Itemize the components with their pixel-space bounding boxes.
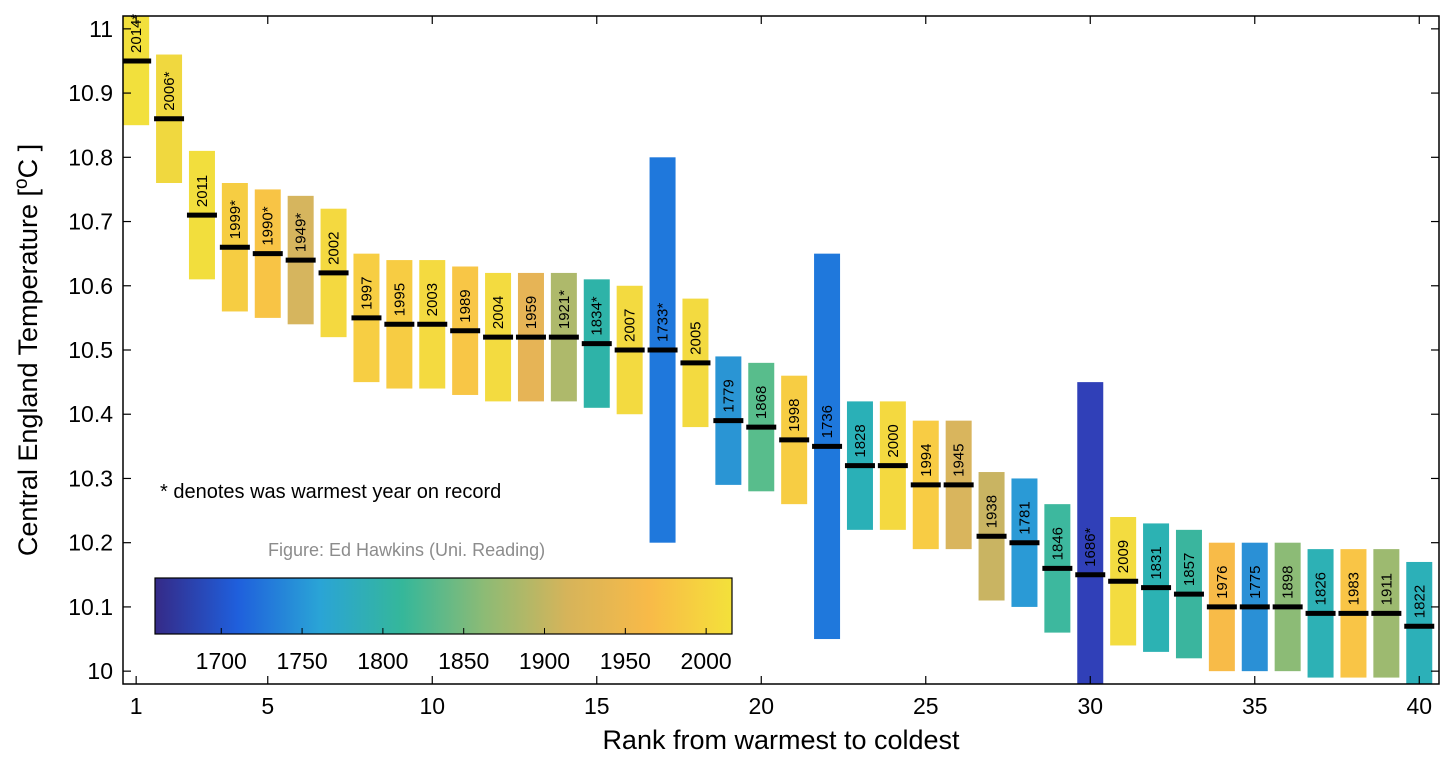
uncertainty-bar [123,16,150,126]
colorbar-tick-label: 1900 [519,648,570,674]
year-label: 2003 [424,283,441,316]
year-label: 1983 [1345,572,1362,605]
bars-layer [123,16,1435,684]
x-tick-label: 5 [261,693,274,719]
year-label: 1990* [260,206,277,245]
year-label: 1831 [1148,546,1165,579]
year-label: 1999* [227,200,244,239]
x-tick-label: 15 [584,693,610,719]
colorbar-tick-label: 1700 [196,648,247,674]
x-axis-label: Rank from warmest to coldest [602,725,960,755]
year-label: 1868 [753,386,770,419]
warmest-record-note: * denotes was warmest year on record [160,481,501,503]
year-label: 1733* [655,303,672,342]
year-label: 2004 [490,296,507,329]
y-tick-label: 10.8 [68,144,113,170]
y-tick-label: 10.5 [68,337,113,363]
y-tick-label: 10.2 [68,530,113,556]
year-label: 1921* [556,290,573,329]
year-label: 1781 [1016,501,1033,534]
colorbar-tick-label: 1850 [438,648,489,674]
year-label: 1997 [358,277,375,310]
year-label: 1775 [1247,566,1264,599]
year-label: 2000 [885,424,902,457]
year-label: 1959 [523,296,540,329]
year-label: 1834* [589,296,606,335]
year-label: 1822 [1411,585,1428,618]
y-tick-label: 10 [87,658,113,684]
year-label: 1826 [1313,572,1330,605]
y-tick-label: 10.1 [68,594,113,620]
year-label: 1995 [391,283,408,316]
year-label: 2011 [194,175,211,207]
figure-credit: Figure: Ed Hawkins (Uni. Reading) [268,540,545,560]
year-label: 1949* [293,213,310,252]
year-label: 1898 [1280,566,1297,599]
x-tick-label: 25 [913,693,939,719]
colorbar-ticks: 1700 1750 1800 1850 1900 1950 2000 [196,628,732,674]
x-tick-label: 35 [1242,693,1268,719]
x-tick-label: 20 [748,693,774,719]
y-tick-label: 10.4 [68,401,113,427]
x-tick-label: 30 [1077,693,1103,719]
uncertainty-bar [1077,382,1104,684]
year-label: 1989 [457,289,474,322]
year-label: 1828 [852,424,869,457]
year-label: 2005 [687,321,704,354]
year-label: 1686* [1082,527,1099,566]
year-label: 1857 [1181,553,1198,586]
axis-ticks-layer: 1 5 10 15 20 25 30 35 401010.110.210.310.410.510… [68,16,1439,719]
year-label: 1976 [1214,566,1231,599]
year-label: 1736 [819,405,836,438]
x-tick-label: 10 [419,693,445,719]
year-label: 2009 [1115,540,1132,573]
year-label: 1945 [951,444,968,477]
year-label: 1911 [1378,573,1395,605]
y-tick-label: 11 [89,16,113,42]
colorbar-gradient [154,577,733,635]
x-tick-label: 1 [130,693,143,719]
y-tick-label: 10.7 [68,209,113,235]
colorbar-tick-label: 1750 [276,648,327,674]
year-labels-layer: 2014* 2006* 2011 1999* 1990* 1949* 2002 1997 199… [128,14,1428,619]
colorbar-tick-label: 2000 [681,648,732,674]
uncertainty-bar [1406,561,1433,684]
year-label: 2007 [622,309,639,342]
y-axis-label: Central England Temperature [oC ] [11,144,43,556]
year-label: 1846 [1049,527,1066,560]
x-tick-label: 40 [1406,693,1432,719]
colorbar: 1700 1750 1800 1850 1900 1950 2000 [154,577,733,674]
year-label: 1994 [918,444,935,477]
year-label: 1938 [984,495,1001,528]
year-label: 2014* [128,14,145,53]
y-tick-label: 10.6 [68,273,113,299]
colorbar-tick-label: 1950 [600,648,651,674]
y-tick-label: 10.9 [68,80,113,106]
year-label: 2002 [326,232,343,265]
year-label: 1998 [786,399,803,432]
y-tick-label: 10.3 [68,465,113,491]
year-label: 1779 [720,379,737,412]
colorbar-tick-label: 1800 [357,648,408,674]
year-label: 2006* [161,71,178,110]
